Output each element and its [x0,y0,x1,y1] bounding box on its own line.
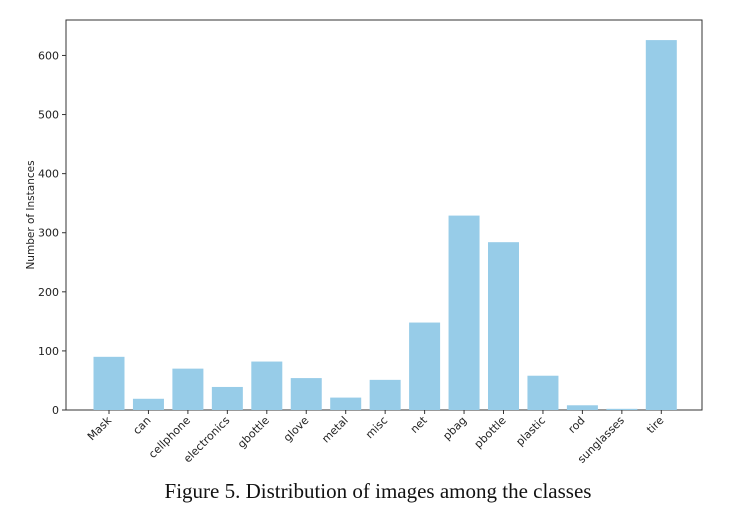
bar-sunglasses [606,408,638,410]
y-tick-label: 100 [38,345,59,358]
x-tick-label: tire [644,414,666,436]
bars-group [93,40,677,410]
bar-can [132,398,164,410]
x-tick-label: pbag [440,414,469,443]
x-tick-label: net [408,413,430,435]
bar-tire [645,40,677,410]
y-axis-label: Number of Instances [25,160,37,269]
bar-electronics [211,386,243,410]
x-tick-label: metal [319,414,351,446]
bar-glove [290,378,322,410]
bar-cellphone [172,368,204,410]
x-tick-label: rod [566,414,588,436]
x-tick-label: pbottle [472,414,509,451]
x-tick-label: can [130,414,153,437]
y-tick-label: 200 [38,286,59,299]
x-tick-label: misc [363,414,390,441]
x-tick-label: plastic [513,414,548,449]
bar-net [409,322,441,410]
bar-rod [566,405,598,410]
bar-Mask [93,356,125,410]
y-tick-label: 300 [38,227,59,240]
bar-gbottle [251,361,283,410]
bar-plastic [527,375,559,410]
bar-metal [330,397,362,410]
x-tick-label: glove [281,414,312,445]
plot-frame [65,19,703,411]
figure-caption: Figure 5. Distribution of images among t… [164,479,592,503]
y-tick-label: 600 [38,49,59,62]
x-tick-label: gbottle [235,414,272,451]
y-tick-label: 400 [38,168,59,181]
bar-misc [369,379,401,410]
y-axis: 0 100 200 300 400 500 600 [38,49,66,417]
x-tick-label: Mask [85,413,115,443]
y-tick-label: 0 [52,404,59,417]
bar-pbottle [488,242,519,410]
y-tick-label: 500 [38,109,59,122]
bar-pbag [448,215,480,410]
